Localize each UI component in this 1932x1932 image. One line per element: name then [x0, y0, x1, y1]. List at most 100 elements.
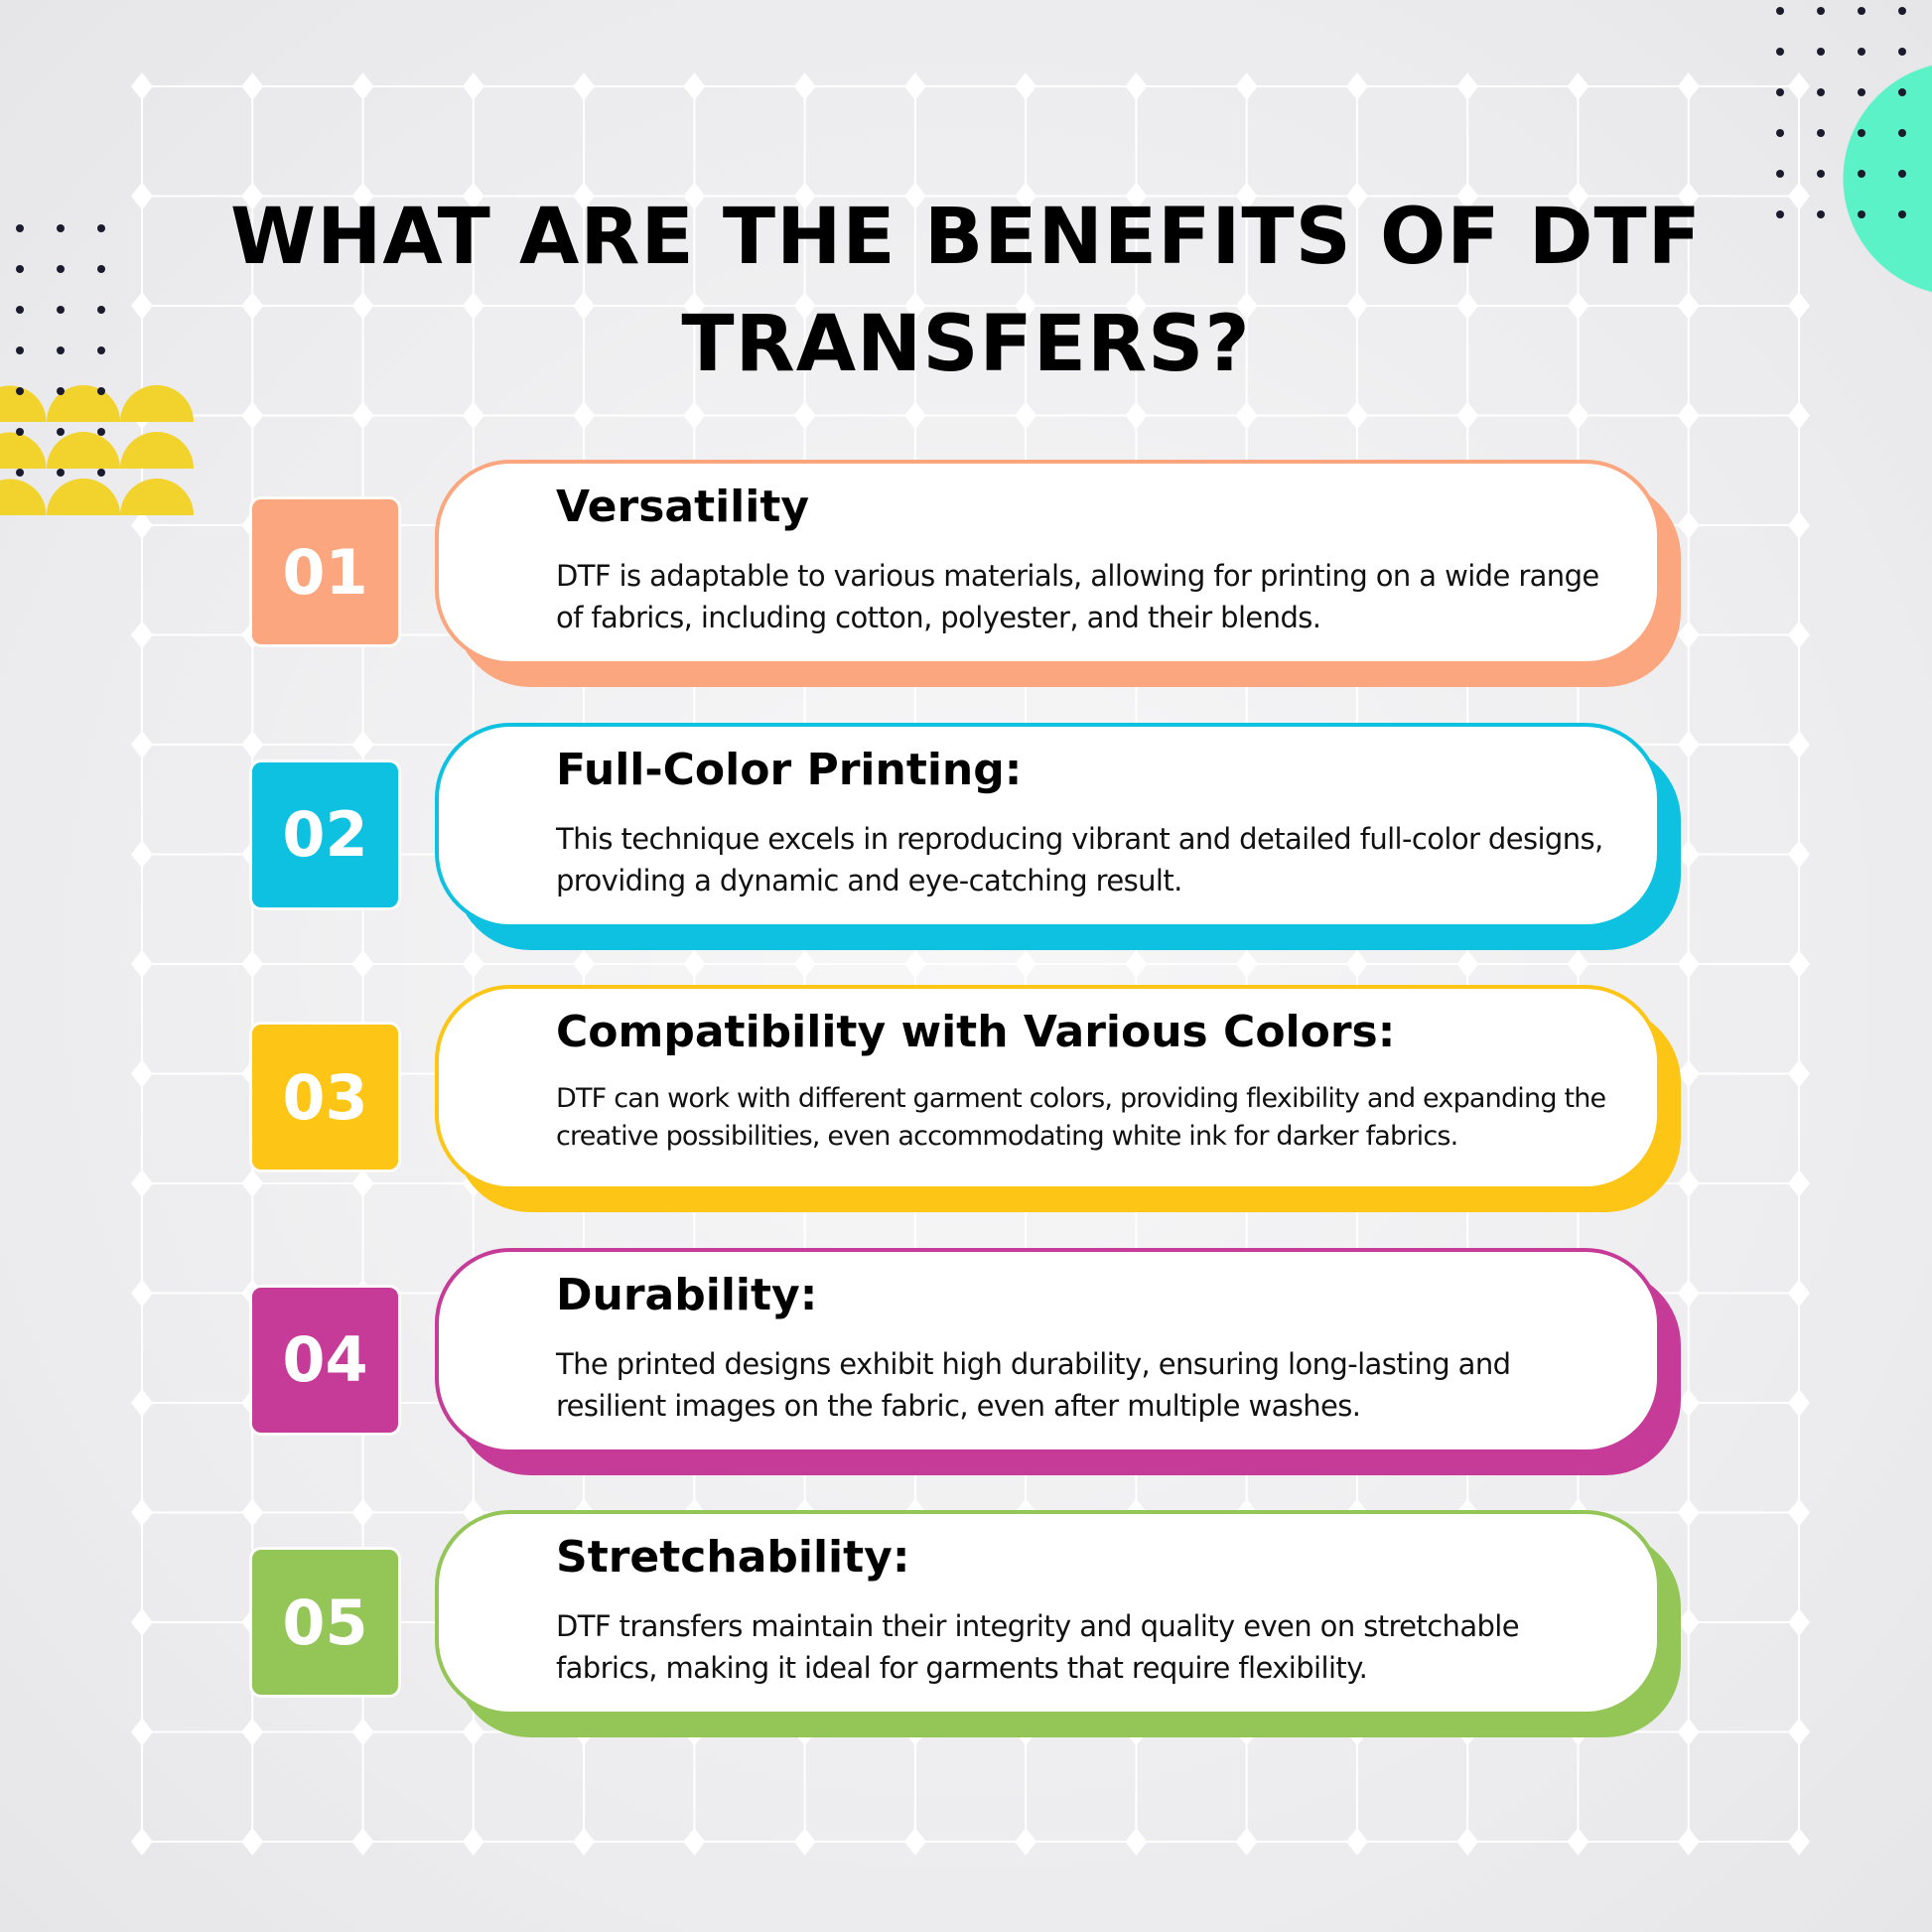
- grid-diamond: [1456, 950, 1479, 978]
- grid-diamond: [1788, 72, 1810, 100]
- grid-diamond: [462, 72, 484, 100]
- benefit-heading: Compatibility with Various Colors:: [556, 1007, 1396, 1057]
- card-body: Durability: The printed designs exhibit …: [435, 1247, 1661, 1453]
- grid-diamond: [1677, 1608, 1700, 1636]
- dot-decoration: [1898, 48, 1906, 56]
- benefit-description: DTF is adaptable to various materials, a…: [556, 559, 1599, 634]
- grid-diamond: [131, 1170, 153, 1197]
- grid-diamond: [1788, 292, 1810, 320]
- dot-decoration: [1776, 48, 1784, 56]
- dot-decoration: [1776, 129, 1784, 137]
- grid-diamond: [793, 182, 816, 210]
- grid-diamond: [1567, 401, 1589, 430]
- grid-diamond: [683, 182, 706, 210]
- grid-diamond: [131, 1279, 153, 1308]
- grid-diamond: [241, 401, 264, 430]
- grid-diamond: [1788, 182, 1810, 210]
- grid-diamond: [1677, 950, 1700, 978]
- grid-diamond: [1788, 950, 1810, 978]
- dot-decoration: [1776, 210, 1784, 218]
- grid-diamond: [683, 950, 706, 978]
- grid-diamond: [131, 1718, 153, 1746]
- grid-diamond: [351, 1170, 374, 1197]
- grid-diamond: [1345, 72, 1368, 100]
- benefit-number-badge: 01: [252, 499, 398, 644]
- benefit-card: Stretchability: DTF transfers maintain t…: [435, 1510, 1681, 1738]
- grid-diamond: [1788, 401, 1810, 430]
- grid-diamond: [1677, 1389, 1700, 1417]
- benefit-description: DTF can work with different garment colo…: [556, 1083, 1606, 1152]
- dot-decoration: [16, 265, 24, 273]
- grid-diamond: [1125, 1828, 1148, 1856]
- benefit-heading: Full-Color Printing:: [556, 744, 1023, 795]
- grid-diamond: [1567, 72, 1589, 100]
- grid-diamond: [573, 292, 596, 320]
- grid-diamond: [131, 182, 153, 210]
- grid-diamond: [1788, 1059, 1810, 1088]
- dot-decoration: [1817, 170, 1825, 178]
- benefit-description: The printed designs exhibit high durabil…: [556, 1346, 1511, 1423]
- grid-diamond: [903, 292, 926, 320]
- dot-decoration: [1858, 210, 1865, 218]
- dot-decoration: [1858, 48, 1865, 56]
- grid-diamond: [1788, 1389, 1810, 1417]
- grid-diamond: [131, 72, 153, 100]
- grid-diamond: [241, 1498, 264, 1527]
- grid-diamond: [351, 731, 374, 759]
- dot-decoration: [57, 346, 65, 354]
- grid-diamond: [683, 401, 706, 430]
- grid-diamond: [1456, 72, 1479, 100]
- grid-diamond: [1677, 1279, 1700, 1308]
- grid-diamond: [351, 72, 374, 100]
- dot-decoration: [97, 387, 105, 395]
- grid-diamond: [351, 1828, 374, 1856]
- dot-decoration: [97, 306, 105, 314]
- benefit-number-badge: 05: [252, 1550, 398, 1695]
- dot-decoration: [16, 346, 24, 354]
- grid-diamond: [131, 621, 153, 649]
- grid-diamond: [1677, 840, 1700, 869]
- grid-diamond: [241, 731, 264, 759]
- benefit-heading: Versatility: [556, 482, 810, 532]
- dot-decoration: [1898, 210, 1906, 218]
- dot-decoration: [16, 469, 24, 477]
- grid-diamond: [1125, 72, 1148, 100]
- grid-diamond: [573, 72, 596, 100]
- dot-decoration: [97, 428, 105, 436]
- grid-diamond: [1788, 1608, 1810, 1636]
- grid-diamond: [1677, 182, 1700, 210]
- grid-diamond: [1788, 1498, 1810, 1527]
- grid-diamond: [351, 1718, 374, 1746]
- grid-diamond: [903, 950, 926, 978]
- dot-decoration: [1858, 129, 1865, 137]
- dot-decoration: [1858, 7, 1865, 15]
- dot-decoration: [1817, 210, 1825, 218]
- grid-diamond: [1677, 401, 1700, 430]
- grid-diamond: [1677, 1718, 1700, 1746]
- dot-decoration: [1776, 7, 1784, 15]
- grid-diamond: [351, 292, 374, 320]
- grid-diamond: [131, 731, 153, 759]
- grid-diamond: [1567, 292, 1589, 320]
- grid-diamond: [1015, 401, 1037, 430]
- grid-diamond: [1456, 182, 1479, 210]
- dot-decoration: [97, 346, 105, 354]
- grid-diamond: [1677, 1498, 1700, 1527]
- card-body: Stretchability: DTF transfers maintain t…: [435, 1510, 1661, 1716]
- grid-diamond: [1125, 292, 1148, 320]
- dot-decoration: [1817, 48, 1825, 56]
- grid-diamond: [1677, 511, 1700, 539]
- benefit-number-badge: 02: [252, 761, 398, 907]
- grid-diamond: [241, 182, 264, 210]
- grid-diamond: [1677, 292, 1700, 320]
- dot-decoration: [1858, 170, 1865, 178]
- grid-diamond: [1456, 401, 1479, 430]
- grid-diamond: [793, 950, 816, 978]
- grid-diamond: [1015, 1828, 1037, 1856]
- grid-diamond: [1235, 401, 1258, 430]
- grid-diamond: [1125, 401, 1148, 430]
- grid-diamond: [1788, 1170, 1810, 1197]
- grid-diamond: [1015, 182, 1037, 210]
- grid-diamond: [462, 950, 484, 978]
- grid-diamond: [241, 1718, 264, 1746]
